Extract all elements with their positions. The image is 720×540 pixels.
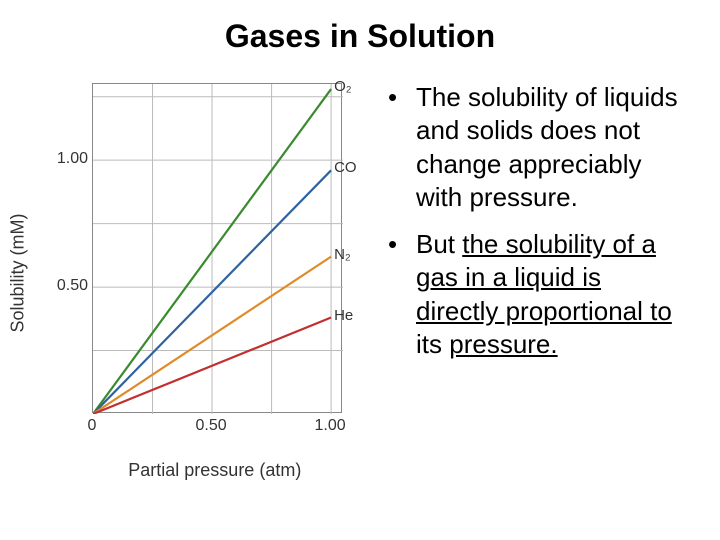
chart-wrap: Solubility (mM) 00.501.000.501.00 O₂CON₂… [30, 73, 360, 473]
bullet-item: But the solubility of a gas in a liquid … [388, 228, 690, 361]
x-tick: 1.00 [315, 417, 346, 435]
content-row: Solubility (mM) 00.501.000.501.00 O₂CON₂… [30, 73, 690, 520]
x-tick: 0.50 [195, 417, 226, 435]
text-column: The solubility of liquids and solids doe… [380, 73, 690, 520]
bullet-text: its [416, 329, 449, 359]
plot-area [92, 83, 342, 413]
bullet-text: The solubility of liquids and solids doe… [416, 82, 678, 212]
bullet-text: But [416, 229, 462, 259]
series-label-He: He [334, 307, 353, 324]
series-label-CO: CO [334, 159, 357, 176]
slide: Gases in Solution Solubility (mM) 0 0.50 1… [0, 0, 720, 540]
x-tick: 0 [88, 417, 97, 435]
x-axis-label: Partial pressure (atm) [128, 460, 301, 481]
slide-title: Gases in Solution [30, 18, 690, 55]
y-tick: 0.50 [57, 277, 88, 295]
series-label-O2: O₂ [334, 78, 352, 95]
chart-svg [93, 84, 343, 414]
y-axis-label: Solubility (mM) [8, 213, 29, 332]
y-tick: 1.00 [57, 150, 88, 168]
bullet-text: pressure. [449, 329, 557, 359]
bullet-item: The solubility of liquids and solids doe… [388, 81, 690, 214]
chart-column: Solubility (mM) 00.501.000.501.00 O₂CON₂… [30, 73, 360, 520]
bullet-list: The solubility of liquids and solids doe… [380, 81, 690, 361]
series-label-N2: N₂ [334, 246, 351, 263]
